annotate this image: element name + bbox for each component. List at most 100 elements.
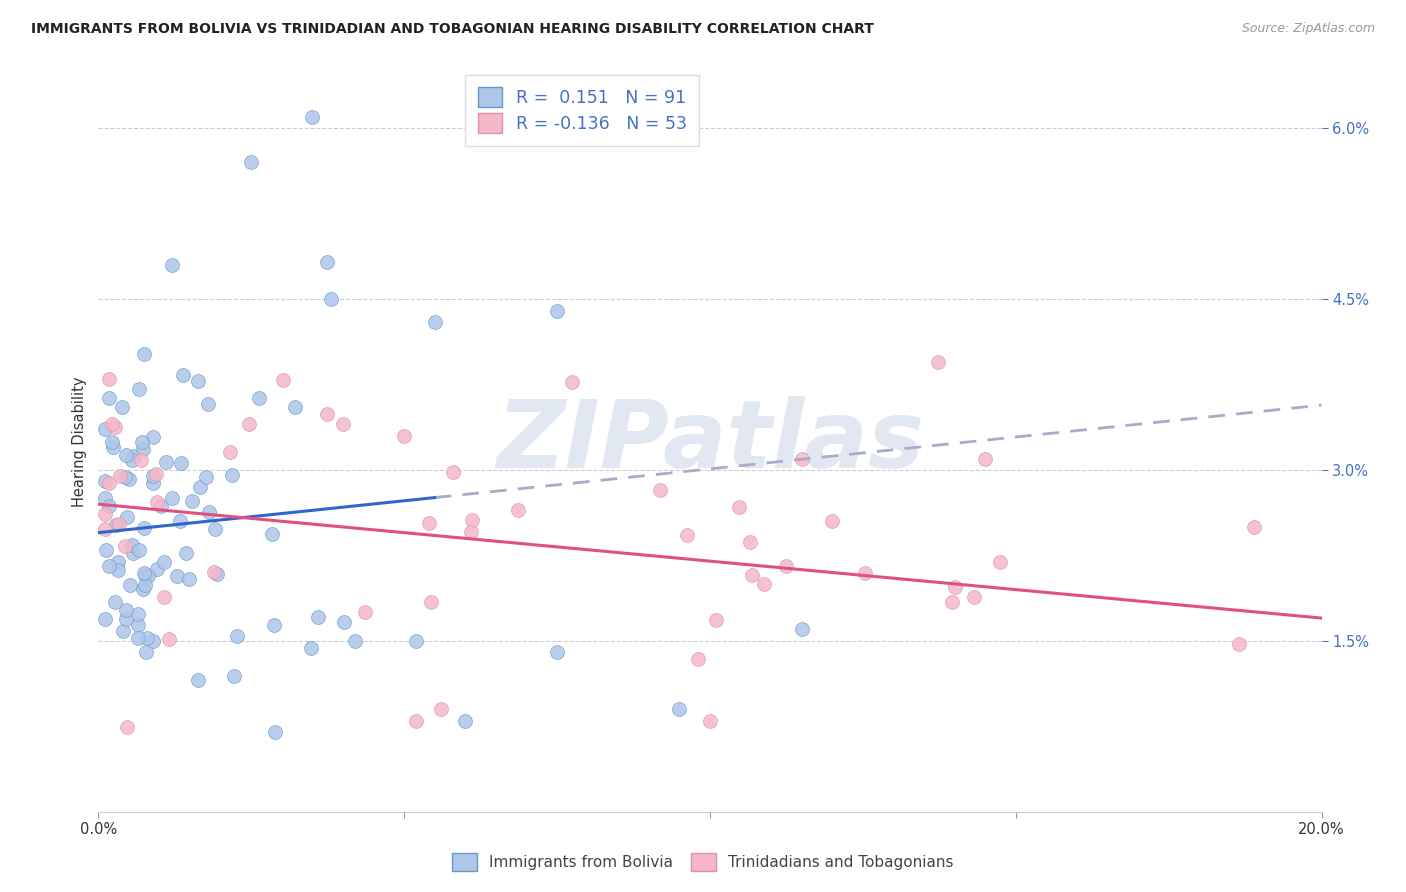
Point [101,417,124,431]
Point [121,539,143,553]
Legend: R =  0.151   N = 91, R = -0.136   N = 53: R = 0.151 N = 91, R = -0.136 N = 53 [465,75,699,145]
Point [222,669,245,683]
Point [114,448,136,462]
Point [142,634,165,648]
Point [128,382,150,396]
Point [146,495,169,509]
Point [129,453,152,467]
Point [187,375,209,389]
Point [155,455,177,469]
Point [115,510,138,524]
Point [405,714,427,728]
Point [114,602,136,616]
Point [93,422,115,436]
Point [353,605,375,619]
Point [128,542,150,557]
Point [430,702,453,716]
Point [263,618,285,632]
Point [319,292,342,306]
Point [344,633,367,648]
Point [114,539,136,553]
Point [101,440,124,454]
Point [315,254,337,268]
Point [546,303,568,318]
Point [738,535,761,549]
Point [240,155,263,169]
Point [174,546,197,560]
Point [392,429,416,443]
Point [114,470,136,484]
Point [136,631,159,645]
Point [308,610,330,624]
Point [93,474,115,488]
Point [134,568,156,582]
Point [104,595,127,609]
Point [752,577,775,591]
Point [97,500,120,514]
Point [142,476,165,491]
Point [115,612,138,626]
Point [704,613,727,627]
Point [132,566,155,580]
Point [104,420,127,434]
Point [927,355,949,369]
Point [162,491,184,505]
Point [132,520,155,534]
Text: IMMIGRANTS FROM BOLIVIA VS TRINIDADIAN AND TOBAGONIAN HEARING DISABILITY CORRELA: IMMIGRANTS FROM BOLIVIA VS TRINIDADIAN A… [31,22,873,37]
Point [204,522,226,536]
Point [699,714,721,728]
Point [115,720,138,734]
Point [741,568,763,582]
Point [221,467,243,482]
Point [247,392,270,406]
Point [108,516,131,531]
Point [169,514,191,528]
Point [454,714,477,728]
Point [94,543,117,558]
Point [153,555,176,569]
Point [112,624,135,638]
Point [441,465,464,479]
Point [675,528,697,542]
Point [686,651,709,665]
Point [546,645,568,659]
Point [121,453,143,467]
Point [187,673,209,687]
Point [205,566,228,581]
Point [179,572,201,586]
Point [943,580,966,594]
Point [405,633,427,648]
Point [108,469,131,483]
Point [418,516,440,531]
Point [127,618,149,632]
Point [93,508,115,522]
Point [263,725,285,739]
Point [131,582,153,596]
Text: Source: ZipAtlas.com: Source: ZipAtlas.com [1241,22,1375,36]
Point [561,375,583,389]
Point [262,527,284,541]
Point [153,590,176,604]
Point [132,347,155,361]
Point [100,435,122,450]
Point [727,500,749,515]
Point [225,629,247,643]
Point [180,494,202,508]
Point [170,456,193,470]
Point [136,569,159,583]
Point [299,641,322,656]
Point [988,556,1011,570]
Point [122,450,145,464]
Point [118,472,141,486]
Point [135,645,157,659]
Point [790,623,813,637]
Point [149,499,172,513]
Point [1243,520,1265,534]
Point [188,480,211,494]
Point [146,562,169,576]
Point [332,417,354,432]
Point [107,556,129,570]
Point [301,110,323,124]
Legend: Immigrants from Bolivia, Trinidadians and Tobagonians: Immigrants from Bolivia, Trinidadians an… [446,847,960,877]
Y-axis label: Hearing Disability: Hearing Disability [72,376,87,507]
